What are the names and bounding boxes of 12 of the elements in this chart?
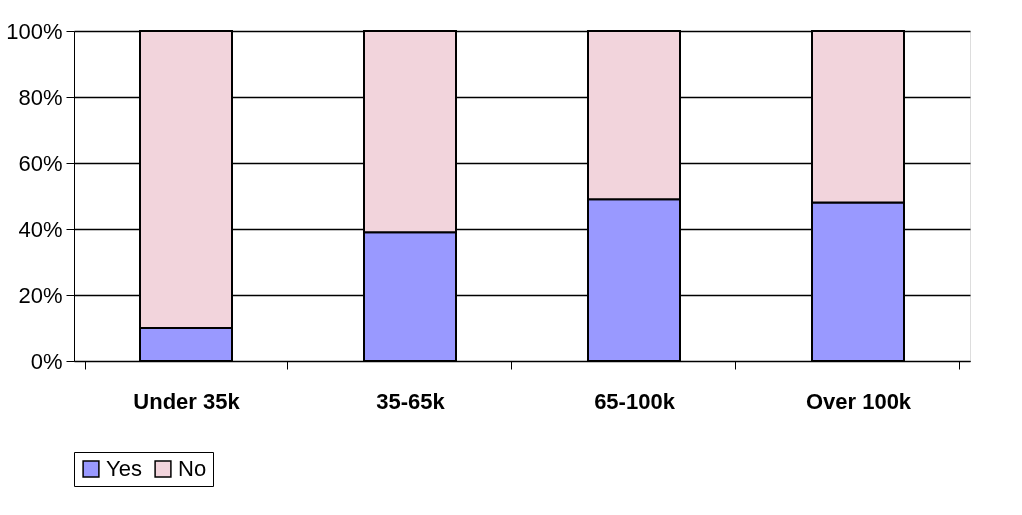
y-tick-label: 100%: [6, 18, 63, 44]
x-tick-label: 35-65k: [376, 388, 446, 414]
y-tick-label: 40%: [18, 216, 63, 242]
x-tick-label: 65-100k: [594, 388, 676, 414]
y-tick-label: 60%: [18, 150, 63, 176]
legend-label: No: [178, 456, 207, 481]
y-tick-label: 80%: [18, 84, 63, 110]
x-tick-label: Over 100k: [805, 388, 912, 414]
x-tick-label: Under 35k: [133, 388, 241, 414]
legend-label: Yes: [106, 456, 142, 481]
y-tick-label: 0%: [30, 348, 63, 374]
y-tick-label: 20%: [18, 282, 63, 308]
